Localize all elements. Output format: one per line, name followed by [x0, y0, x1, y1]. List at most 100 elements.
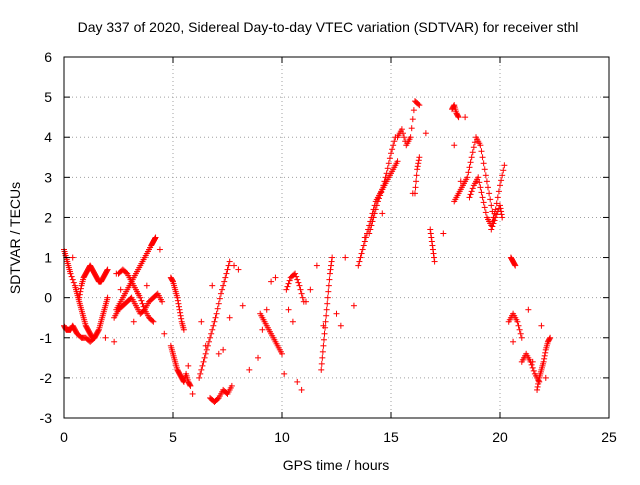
data-point-track-i [225, 262, 232, 269]
data-point-track-i [211, 318, 218, 325]
data-point-track-m [319, 348, 326, 355]
data-point-scattered [350, 302, 357, 309]
data-point-track-o [367, 226, 374, 233]
data-point-track-y [529, 364, 536, 371]
data-point-track-t [487, 196, 494, 203]
data-point-track-x [515, 322, 522, 329]
data-point-track-o [376, 195, 383, 202]
data-point-track-q [415, 157, 422, 164]
data-point-track-l [294, 276, 301, 283]
data-point-track-c [90, 335, 97, 342]
data-point-track-l [293, 273, 300, 280]
y-tick-label: 5 [44, 89, 52, 105]
data-point-scattered [156, 246, 163, 253]
data-point-track-v [497, 202, 503, 209]
data-point-track-r [427, 226, 434, 233]
data-point-track-f [149, 317, 156, 324]
data-point-track-t [479, 154, 486, 161]
data-point-track-p [401, 134, 408, 141]
data-point-track-f [138, 297, 145, 304]
data-point-scattered [440, 230, 447, 237]
data-point-track-o [372, 206, 379, 213]
data-point-track-o [390, 142, 397, 149]
y-tick-label: -2 [40, 370, 53, 386]
data-point-track-i [199, 362, 206, 369]
data-point-track-z [540, 358, 547, 365]
plot-frame [63, 56, 610, 419]
data-point-track-m [322, 318, 329, 325]
data-point-track-i [224, 266, 231, 273]
data-point-track-a [69, 276, 76, 283]
data-point-track-n [356, 258, 363, 265]
x-tick-label: 15 [383, 429, 399, 445]
data-point-scattered [379, 210, 386, 217]
data-point-track-m [319, 354, 326, 361]
data-point-track-m [328, 258, 335, 265]
data-point-track-u [468, 188, 475, 195]
y-tick-label: 2 [44, 209, 52, 225]
data-point-track-m [318, 360, 325, 367]
data-point-track-i [223, 270, 230, 277]
data-point-track-m [320, 342, 327, 349]
data-point-track-v [490, 220, 497, 227]
data-point-scattered [268, 278, 275, 285]
data-point-track-t [468, 154, 475, 161]
data-point-scattered [320, 322, 327, 329]
data-point-track-p [410, 107, 417, 114]
data-point-track-v [499, 214, 506, 221]
data-point-track-o [366, 230, 373, 237]
x-tick-labels: 0 5 10 15 20 25 [60, 429, 617, 445]
data-point-track-u [500, 167, 507, 174]
data-point-track-m [328, 262, 335, 269]
data-point-scattered [525, 306, 532, 313]
data-point-scattered [202, 342, 209, 349]
data-point-track-p [399, 130, 406, 137]
y-tick-label: 4 [44, 129, 52, 145]
data-point-track-x [517, 330, 524, 337]
data-point-track-z [546, 335, 553, 342]
data-point-track-w [512, 262, 519, 269]
y-tick-label: -1 [40, 330, 53, 346]
x-axis-label: GPS time / hours [283, 457, 390, 473]
data-point-scattered [313, 262, 320, 269]
y-tick-label: 0 [44, 290, 52, 306]
data-point-track-t [478, 148, 485, 155]
data-point-track-t [466, 164, 473, 171]
data-point-scattered [529, 358, 536, 365]
data-point-scattered [220, 346, 227, 353]
data-point-track-d [152, 234, 159, 241]
data-point-track-x [516, 326, 523, 333]
data-point-track-q [412, 184, 419, 191]
data-point-track-v [498, 208, 505, 215]
data-point-track-q [414, 166, 421, 173]
data-point-track-q [413, 178, 420, 185]
data-point-track-z [541, 352, 548, 359]
data-point-scattered [281, 370, 288, 377]
data-point-track-b [77, 285, 84, 292]
data-point-track-u [466, 194, 473, 201]
data-point-scattered [451, 142, 458, 149]
data-point-track-y [530, 367, 537, 374]
data-point-track-h [175, 303, 182, 310]
data-point-track-t [483, 178, 490, 185]
data-point-scattered [102, 334, 109, 341]
data-point-track-o [378, 189, 385, 196]
data-point-track-o [388, 150, 394, 157]
x-tick-label: 25 [601, 429, 617, 445]
data-point-track-o [391, 138, 398, 145]
data-point-track-v [497, 205, 504, 212]
data-point-track-m [320, 336, 327, 343]
data-point-track-i [203, 346, 210, 353]
data-point-track-f [123, 269, 130, 276]
data-point-track-s [455, 113, 462, 120]
data-point-scattered [185, 362, 192, 369]
data-point-track-f [140, 303, 147, 310]
data-point-track-r [427, 230, 434, 237]
data-point-scattered [337, 322, 344, 329]
data-point-scattered [215, 350, 222, 357]
data-point-track-i [214, 305, 221, 312]
data-point-track-h [175, 300, 182, 307]
data-point-scattered [361, 234, 368, 241]
data-point-track-r [431, 258, 438, 265]
